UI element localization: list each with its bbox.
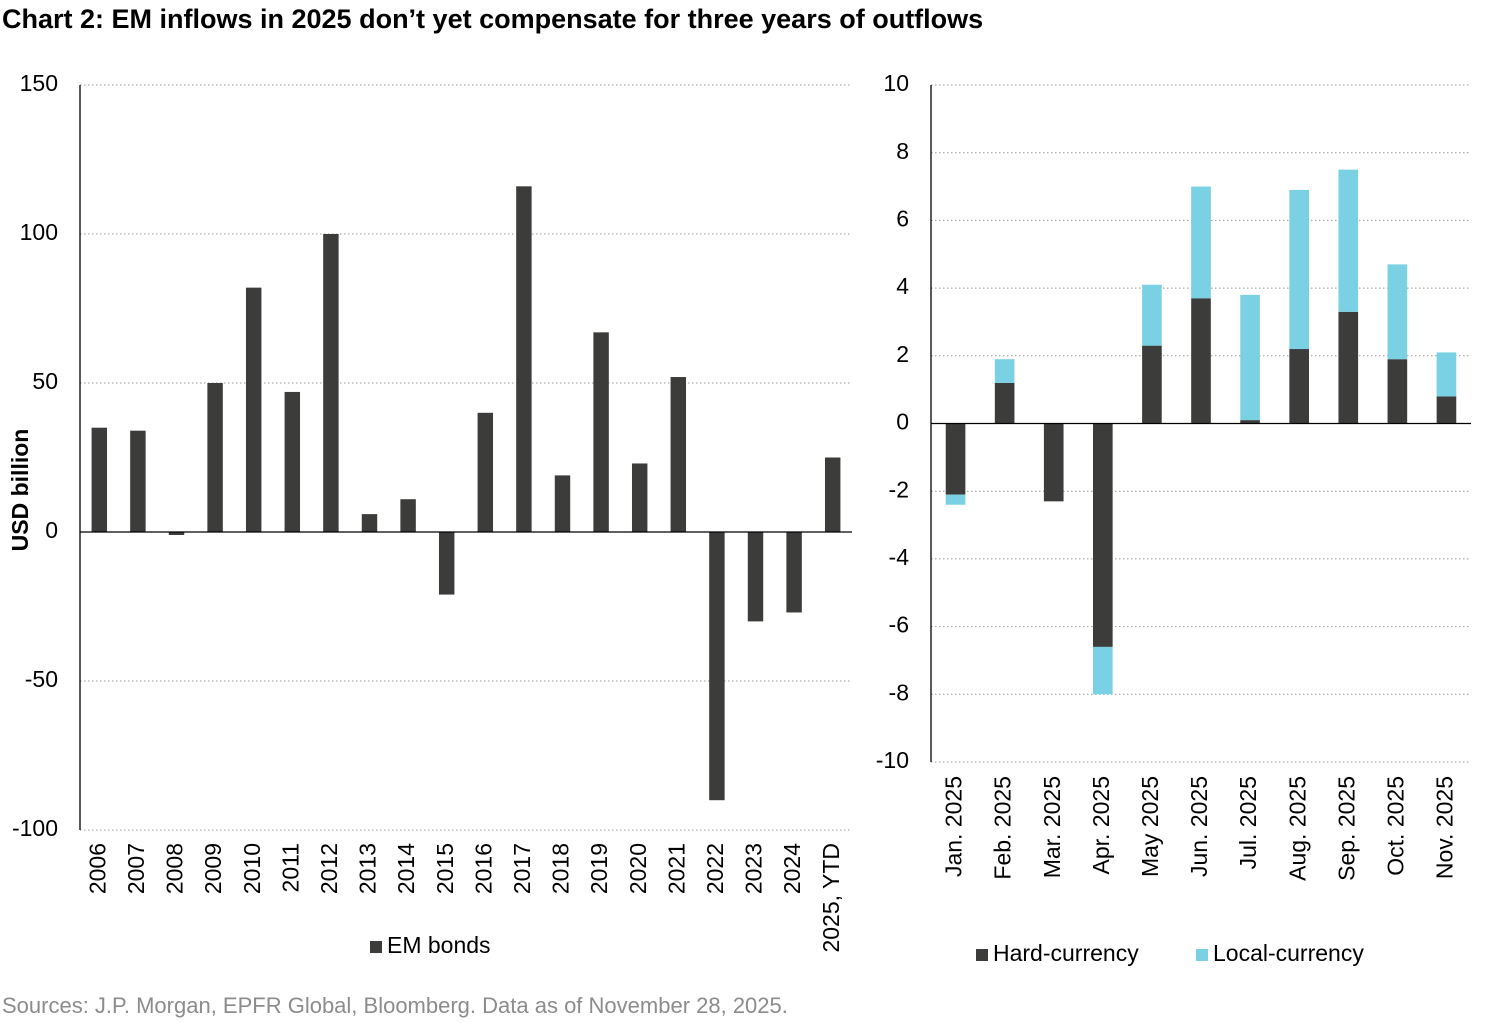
- y-tick-label: -8: [889, 679, 909, 705]
- x-tick-label: 2016: [470, 843, 496, 894]
- bar: [1093, 423, 1113, 647]
- x-tick-label: 2012: [316, 843, 342, 894]
- y-tick-label: 150: [20, 70, 58, 96]
- chart-title: Chart 2: EM inflows in 2025 don’t yet co…: [2, 4, 983, 34]
- bar: [1142, 284, 1162, 346]
- x-tick-label: Nov. 2025: [1432, 776, 1458, 879]
- bar: [361, 514, 378, 532]
- bar: [631, 463, 648, 532]
- y-tick-label: -2: [889, 476, 909, 502]
- bar: [670, 377, 687, 532]
- y-tick-label: -4: [889, 544, 910, 570]
- x-tick-label: Jul. 2025: [1235, 776, 1261, 869]
- bar: [786, 532, 802, 613]
- bar: [1142, 345, 1162, 424]
- y-tick-label: 10: [883, 70, 909, 96]
- source-note: Sources: J.P. Morgan, EPFR Global, Bloom…: [2, 993, 788, 1018]
- legend-label: Local-currency: [1213, 940, 1364, 966]
- bar: [1387, 264, 1408, 360]
- y-tick-label: 6: [896, 205, 909, 231]
- x-tick-label: Feb. 2025: [990, 776, 1016, 880]
- bar: [438, 532, 455, 595]
- legend-swatch: [976, 949, 988, 961]
- bar: [1436, 396, 1457, 424]
- bar: [1387, 359, 1408, 424]
- bar: [323, 234, 339, 532]
- bar: [747, 532, 764, 622]
- x-tick-label: 2022: [702, 843, 728, 894]
- x-tick-label: 2014: [393, 843, 419, 894]
- bar: [1093, 646, 1113, 695]
- bar: [945, 423, 966, 495]
- y-tick-label: -100: [12, 815, 58, 841]
- bar: [1436, 352, 1457, 397]
- legend-label: Hard-currency: [993, 940, 1139, 966]
- y-tick-label: 4: [896, 273, 909, 299]
- bar: [1338, 311, 1359, 424]
- bar: [945, 494, 966, 505]
- bar: [1240, 294, 1260, 421]
- y-axis-title: USD billion: [7, 429, 33, 552]
- bar: [1289, 349, 1309, 424]
- x-tick-label: 2010: [239, 843, 265, 894]
- bar: [130, 430, 146, 532]
- y-tick-label: 0: [45, 517, 58, 543]
- bar: [91, 427, 108, 532]
- bar: [1043, 423, 1064, 502]
- bar: [207, 383, 223, 532]
- x-tick-label: 2006: [84, 843, 110, 894]
- y-tick-label: -50: [25, 666, 58, 692]
- x-tick-label: 2011: [277, 843, 303, 892]
- bar: [1338, 169, 1359, 312]
- bar: [168, 532, 185, 535]
- x-tick-label: Jan. 2025: [941, 776, 967, 877]
- bar: [709, 532, 725, 801]
- x-tick-label: Sep. 2025: [1333, 776, 1359, 881]
- x-tick-label: 2024: [779, 843, 805, 894]
- bar: [994, 359, 1015, 383]
- x-tick-label: Jun. 2025: [1186, 776, 1212, 877]
- bar: [516, 186, 532, 532]
- legend-swatch: [1196, 949, 1208, 961]
- x-tick-label: Oct. 2025: [1382, 776, 1408, 876]
- x-tick-label: 2008: [162, 843, 188, 894]
- bar: [593, 332, 609, 532]
- y-tick-label: 8: [896, 138, 909, 164]
- bar: [1191, 186, 1211, 299]
- y-tick-label: 0: [896, 409, 909, 435]
- x-tick-label: 2019: [586, 843, 612, 894]
- bar: [245, 287, 262, 532]
- bar: [554, 475, 571, 532]
- y-tick-label: -6: [889, 612, 909, 638]
- bar: [994, 382, 1015, 424]
- bar: [400, 499, 416, 532]
- bar: [1240, 420, 1260, 424]
- legend-swatch: [370, 941, 382, 953]
- bar: [1289, 189, 1309, 350]
- bar: [824, 457, 841, 532]
- bar: [477, 412, 494, 532]
- x-tick-label: 2020: [625, 843, 651, 894]
- x-tick-label: 2025, YTD: [818, 843, 844, 953]
- bar: [1191, 298, 1211, 424]
- x-tick-label: 2023: [741, 843, 767, 894]
- y-tick-label: 2: [896, 341, 909, 367]
- y-tick-label: 50: [32, 368, 58, 394]
- x-tick-label: 2009: [200, 843, 226, 894]
- x-tick-label: Aug. 2025: [1284, 776, 1310, 881]
- x-tick-label: 2021: [663, 843, 689, 894]
- x-tick-label: 2015: [432, 843, 458, 894]
- legend-label: EM bonds: [387, 932, 491, 958]
- x-tick-label: 2018: [548, 843, 574, 894]
- y-tick-label: -10: [876, 747, 909, 773]
- x-tick-label: 2013: [355, 843, 381, 894]
- y-tick-label: 100: [20, 219, 58, 245]
- x-tick-label: Apr. 2025: [1088, 776, 1114, 874]
- x-tick-label: May 2025: [1137, 776, 1163, 877]
- x-tick-label: 2007: [123, 843, 149, 894]
- x-tick-label: Mar. 2025: [1039, 776, 1065, 878]
- bar: [284, 391, 301, 532]
- x-tick-label: 2017: [509, 843, 535, 894]
